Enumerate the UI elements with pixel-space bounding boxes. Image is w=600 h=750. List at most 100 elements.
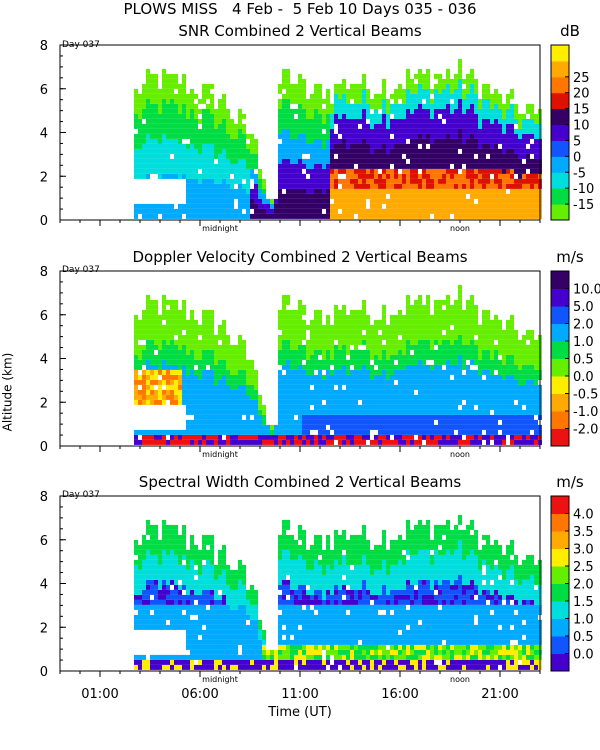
panel2-colorbar-tick-label: 10.0 [573,283,600,298]
panel2-colorbar-swatch [551,358,569,377]
panel1-title: SNR Combined 2 Vertical Beams [178,22,422,40]
panel1-ytick-label: 8 [40,39,48,54]
panel3-colorbar-tick-label: 3.5 [573,525,594,540]
panel3-colorbar-tick-label: 4.0 [573,508,594,523]
panel3-ytick-label: 8 [40,490,48,505]
panel2-colorbar-tick-label: 5.0 [573,300,594,315]
panel3-colorbar-tick-label: 2.5 [573,560,594,575]
panel3-day-label: Day 037 [62,490,100,500]
panel1-colorbar-swatch [551,188,569,205]
panel1-colorbar-swatch [551,124,569,141]
panel3-ytick-label: 6 [40,534,48,549]
panel3-colorbar-swatch [551,531,569,549]
panel2-colorbar-tick-label: -1.0 [573,405,598,420]
panel1-colorbar-swatch [551,156,569,173]
panel1-colorbar-swatch [551,60,569,78]
panel2-colorbar-tick-label: -2.0 [573,423,598,438]
panel3-colorbar-swatch [551,496,569,514]
panel1-colorbar-tick-label: 10 [573,119,590,134]
panel1-colorbar-tick-label: 5 [573,134,581,149]
panel1-ytick-label: 2 [40,170,48,185]
panel2-colorbar-tick-label: 1.0 [573,335,594,350]
panel3-ytick-label: 4 [40,578,48,593]
panel1-colorbar-tick-label: -10 [573,182,594,197]
panel2-colorbar-swatch [551,306,569,324]
panel3-colorbar-tick-label: 3.0 [573,543,594,558]
panel2-heatmap [134,284,542,445]
figure-header: PLOWS MISS 4 Feb - 5 Feb 10 Days 035 - 0… [123,0,477,18]
panel1-heatmap [134,58,542,219]
panel1-ytick-label: 0 [40,214,48,229]
panel1-colorbar-tick-label: 0 [573,150,581,165]
panel3-colorbar-swatch [551,583,569,602]
panel1-colorbar-swatch [551,204,569,221]
panel2-ytick-label: 6 [40,309,48,324]
panel1-colorbar-swatch [551,76,569,94]
panel1-ytick-label: 6 [40,83,48,98]
panel2-colorbar-swatch [551,411,569,429]
panel3-colorbar-tick-label: 2.0 [573,578,594,593]
panel2-midnight-label: midnight [202,450,238,459]
x-tick-label: 11:00 [281,687,318,702]
x-tick-label: 01:00 [81,687,118,702]
panel3-colorbar-tick-label: 1.0 [573,613,594,628]
panel3-colorbar-swatch [551,618,569,637]
panel2-ytick-label: 4 [40,353,48,368]
panel2-day-label: Day 037 [62,265,100,275]
panel3-colorbar-swatch [551,653,569,672]
panel2-title: Doppler Velocity Combined 2 Vertical Bea… [132,248,468,266]
panel1-noon-label: noon [450,224,470,233]
panel1-colorbar-swatch [551,108,569,126]
panel1-ytick-label: 4 [40,127,48,142]
panel2-colorbar-tick-label: 0.5 [573,353,594,368]
panel2-colorbar-swatch [551,393,569,412]
panel2-ytick-label: 2 [40,396,48,411]
panel2-colorbar-tick-label: -0.5 [573,388,598,403]
panel3-title: Spectral Width Combined 2 Vertical Beams [138,473,462,491]
x-tick-label: 16:00 [381,687,418,702]
panel2-colorbar-unit: m/s [556,248,584,266]
panel2-ytick-label: 0 [40,440,48,455]
panel1-colorbar-swatch [551,140,569,157]
panel2-noon-label: noon [450,450,470,459]
panel3-heatmap [134,514,542,670]
x-tick-label: 21:00 [481,687,518,702]
x-tick-label: 06:00 [181,687,218,702]
panel1-colorbar-swatch [551,92,569,110]
panel3-colorbar-swatch [551,548,569,567]
panel1-colorbar-frame [550,44,570,221]
panel3-ytick-label: 2 [40,621,48,636]
panel2-colorbar-swatch [551,428,569,447]
panel3-colorbar: 0.0 0.5 1.0 1.5 2.0 2.5 3.0 3.5 4.0 [550,495,594,672]
panel1-midnight-label: midnight [202,224,238,233]
panel3-colorbar-tick-label: 0.0 [573,648,594,663]
panel3-colorbar-tick-label: 1.5 [573,595,594,610]
panel1-colorbar-swatch [551,172,569,189]
panel3-midnight-label: midnight [202,675,238,684]
panel1-colorbar-unit: dB [560,22,580,40]
panel3-colorbar-swatch [551,601,569,619]
panel3-colorbar-swatch [551,566,569,584]
panel1-colorbar-tick-label: 25 [573,71,590,86]
panel3-colorbar-tick-label: 0.5 [573,630,594,645]
panel3-colorbar-swatch [551,636,569,654]
x-axis-label: Time (UT) [268,705,332,720]
panel1-colorbar-tick-label: 15 [573,103,590,118]
panel1-colorbar-tick-label: -15 [573,198,594,213]
panel2-colorbar-swatch [551,376,569,394]
panel2-colorbar-swatch [551,288,569,307]
panel1-colorbar-tick-label: -5 [573,166,586,181]
panel2-colorbar-swatch [551,341,569,359]
panel2-colorbar-tick-label: 2.0 [573,318,594,333]
panel2-colorbar: -2.0 -1.0 -0.5 0.0 0.5 1.0 2.0 5.0 10.0 [550,270,600,447]
panel2-colorbar-swatch [551,271,569,289]
panel2-ytick-label: 8 [40,265,48,280]
panel1-colorbar-tick-label: 20 [573,87,590,102]
panel2-colorbar-swatch [551,323,569,342]
panel3-noon-label: noon [450,675,470,684]
panel2-colorbar-tick-label: 0.0 [573,370,594,385]
panel3-ytick-label: 0 [40,665,48,680]
panel3-colorbar-unit: m/s [556,473,584,491]
